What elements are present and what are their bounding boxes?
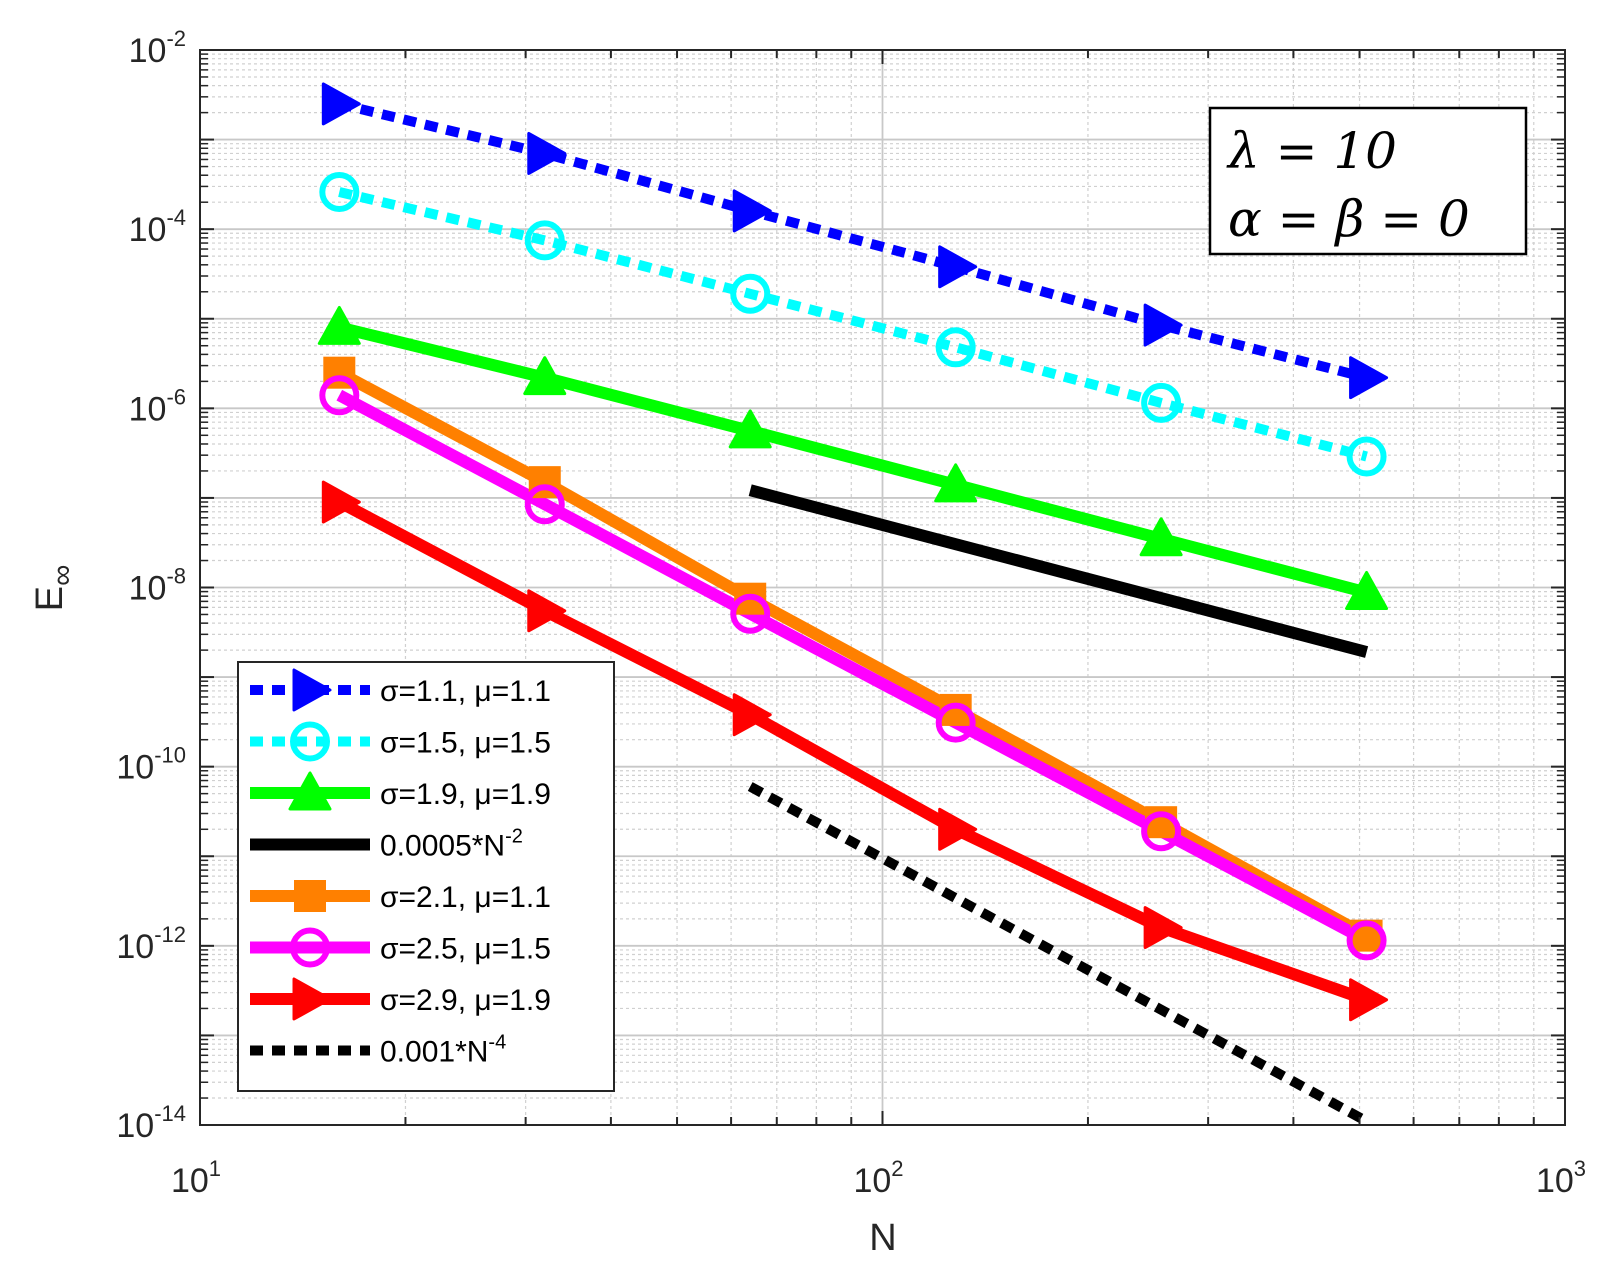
data-point xyxy=(527,589,567,633)
data-point xyxy=(1346,920,1387,961)
legend-label: 0.0005*N-2 xyxy=(380,826,523,863)
legend-entry-2: σ=1.5, μ=1.5 xyxy=(250,721,551,762)
series-markers xyxy=(317,82,1389,1022)
series-line-4 xyxy=(748,484,1369,658)
series-markers-2 xyxy=(319,171,1387,477)
annotation-box: λ = 10 α = β = 0 xyxy=(1208,106,1528,256)
y-axis-label-main: E xyxy=(29,586,71,611)
data-point xyxy=(1349,978,1389,1022)
legend-label: σ=1.5, μ=1.5 xyxy=(380,727,551,760)
y-tick-label: 10-10 xyxy=(116,743,186,787)
data-point xyxy=(321,82,361,126)
series-line-7 xyxy=(336,496,1369,1006)
series-line-6 xyxy=(336,389,1370,946)
data-point xyxy=(321,480,361,524)
legend-entry-5: σ=2.1, μ=1.1 xyxy=(250,880,551,914)
data-point xyxy=(523,356,567,396)
series-markers-6 xyxy=(319,375,1387,961)
data-point xyxy=(1346,436,1387,477)
series-line-8 xyxy=(747,782,1369,1126)
legend-label: σ=1.9, μ=1.9 xyxy=(380,778,551,811)
legend-swatch-marker xyxy=(290,927,330,968)
data-point xyxy=(317,305,361,345)
data-point xyxy=(1143,906,1183,950)
series-markers-7 xyxy=(321,480,1389,1022)
data-point xyxy=(938,245,978,289)
data-point xyxy=(1345,570,1389,610)
legend-swatch-marker xyxy=(288,771,332,811)
legend-entry-4: 0.0005*N-2 xyxy=(250,826,523,863)
x-tick-label: 101 xyxy=(171,1156,221,1200)
y-axis-label-sub: ∞ xyxy=(46,565,79,586)
y-tick-label: 10-6 xyxy=(129,384,186,428)
x-tick-label: 102 xyxy=(853,1156,903,1200)
data-point xyxy=(1143,303,1183,347)
data-point xyxy=(938,807,978,851)
y-axis-label: E∞ xyxy=(29,565,79,612)
data-point xyxy=(730,593,771,634)
data-point xyxy=(732,189,772,233)
data-point xyxy=(1349,356,1389,400)
legend-entry-6: σ=2.5, μ=1.5 xyxy=(250,927,551,968)
series-markers-3 xyxy=(317,305,1389,610)
data-point xyxy=(730,273,771,314)
series-line-5 xyxy=(336,367,1370,941)
data-point xyxy=(934,463,978,503)
legend-swatch-marker xyxy=(292,977,332,1021)
data-point xyxy=(728,409,772,449)
annotation-line-2: α = β = 0 xyxy=(1228,190,1470,248)
legend-entry-3: σ=1.9, μ=1.9 xyxy=(250,771,551,811)
legend-label: σ=2.9, μ=1.9 xyxy=(380,984,551,1017)
legend-swatch-marker xyxy=(292,668,332,712)
legend-entry-7: σ=2.9, μ=1.9 xyxy=(250,977,551,1021)
legend-swatch-marker xyxy=(290,721,330,762)
y-tick-label: 10-14 xyxy=(116,1101,186,1145)
x-axis-label: N xyxy=(869,1217,896,1259)
y-tick-label: 10-2 xyxy=(129,26,186,70)
y-tick-label: 10-8 xyxy=(129,564,186,608)
legend: σ=1.1, μ=1.1 σ=1.5, μ=1.5 σ=1.9, μ=1.9 0.00… xyxy=(237,661,615,1092)
data-point xyxy=(319,375,360,416)
series-line-3 xyxy=(337,321,1369,599)
data-point xyxy=(524,484,565,525)
svg-text:E∞: E∞ xyxy=(29,565,79,612)
legend-label: 0.001*N-4 xyxy=(380,1032,506,1069)
legend-swatch-marker xyxy=(294,880,326,912)
data-point xyxy=(1139,517,1183,557)
y-tick-label: 10-12 xyxy=(116,922,186,966)
legend-label: σ=2.5, μ=1.5 xyxy=(380,933,551,966)
data-point xyxy=(527,131,567,175)
legend-label: σ=2.1, μ=1.1 xyxy=(380,881,551,914)
data-point xyxy=(732,693,772,737)
data-point xyxy=(1141,382,1182,423)
data-point xyxy=(319,171,360,212)
annotation-line-1: λ = 10 xyxy=(1226,122,1397,180)
data-point xyxy=(1141,811,1182,852)
series-line-1 xyxy=(338,99,1368,383)
legend-label: σ=1.1, μ=1.1 xyxy=(380,675,551,708)
axis-ticks: 101 102 103 10-14 10-12 10-10 10-8 10-6 10-4 10-2 xyxy=(116,26,1586,1200)
data-point xyxy=(935,702,976,743)
data-point xyxy=(935,327,976,368)
legend-entry-1: σ=1.1, μ=1.1 xyxy=(250,668,551,712)
series-lines xyxy=(336,99,1370,1126)
x-tick-label: 103 xyxy=(1536,1156,1586,1200)
y-tick-label: 10-4 xyxy=(129,205,186,249)
data-point xyxy=(524,220,565,261)
series-line-2 xyxy=(338,187,1368,462)
legend-entry-8: 0.001*N-4 xyxy=(250,1032,506,1069)
series-markers-1 xyxy=(321,82,1389,400)
